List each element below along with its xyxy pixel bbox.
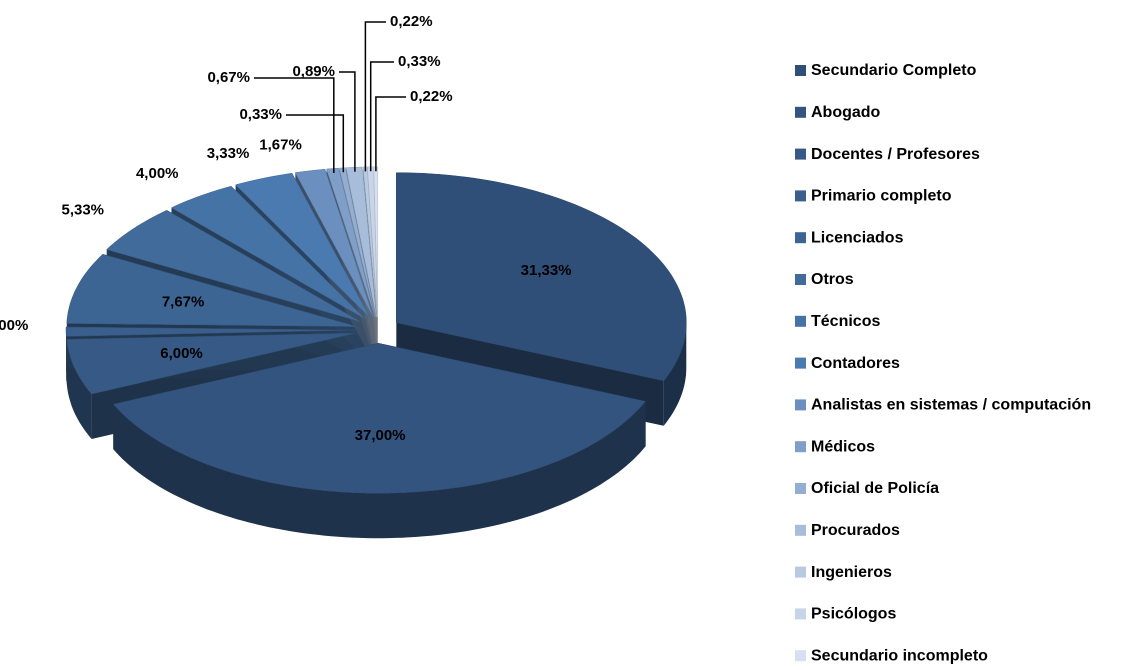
data-label: 0,22% xyxy=(410,88,453,105)
legend-swatch xyxy=(795,358,806,369)
legend-label: Docentes / Profesores xyxy=(811,146,980,163)
leader-line xyxy=(339,72,355,172)
legend-label: Técnicos xyxy=(811,313,880,330)
data-label: 31,33% xyxy=(521,262,572,279)
leader-line xyxy=(254,78,334,173)
leader-line xyxy=(376,97,406,171)
data-label: 4,00% xyxy=(136,165,179,182)
legend-label: Analistas en sistemas / computación xyxy=(811,397,1091,414)
legend-swatch xyxy=(795,65,806,76)
legend-swatch xyxy=(795,525,806,536)
legend-label: Primario completo xyxy=(811,188,952,205)
legend-swatch xyxy=(795,608,806,619)
legend-label: Procurados xyxy=(811,522,900,539)
legend-swatch xyxy=(795,650,806,661)
legend-label: Ingenieros xyxy=(811,564,892,581)
data-label: 1,00% xyxy=(0,317,28,334)
legend-label: Psicólogos xyxy=(811,606,896,623)
legend-label: Otros xyxy=(811,271,854,288)
data-label: 5,33% xyxy=(61,201,104,218)
legend-swatch xyxy=(795,399,806,410)
legend-label: Oficial de Policía xyxy=(811,480,939,497)
legend-swatch xyxy=(795,567,806,578)
legend-swatch xyxy=(795,483,806,494)
data-label: 0,89% xyxy=(292,63,335,80)
legend-swatch xyxy=(795,149,806,160)
legend-swatch xyxy=(795,441,806,452)
legend-label: Abogado xyxy=(811,104,881,121)
legend-label: Secundario incompleto xyxy=(811,647,988,664)
data-label: 1,67% xyxy=(259,137,302,154)
legend-swatch xyxy=(795,316,806,327)
legend-swatch xyxy=(795,107,806,118)
data-label: 6,00% xyxy=(160,345,203,362)
data-label: 7,67% xyxy=(162,293,205,310)
legend-label: Secundario Completo xyxy=(811,62,977,79)
data-label: 0,33% xyxy=(239,106,282,123)
data-label: 3,33% xyxy=(207,145,250,162)
data-label: 37,00% xyxy=(355,427,406,444)
data-label: 0,67% xyxy=(207,69,250,86)
leader-line xyxy=(371,62,394,171)
data-label: 0,22% xyxy=(390,13,433,30)
legend-swatch xyxy=(795,190,806,201)
legend-label: Contadores xyxy=(811,355,900,372)
legend-swatch xyxy=(795,232,806,243)
legend-label: Licenciados xyxy=(811,229,904,246)
legend-swatch xyxy=(795,274,806,285)
legend-label: Médicos xyxy=(811,438,875,455)
data-label: 0,33% xyxy=(398,53,441,70)
